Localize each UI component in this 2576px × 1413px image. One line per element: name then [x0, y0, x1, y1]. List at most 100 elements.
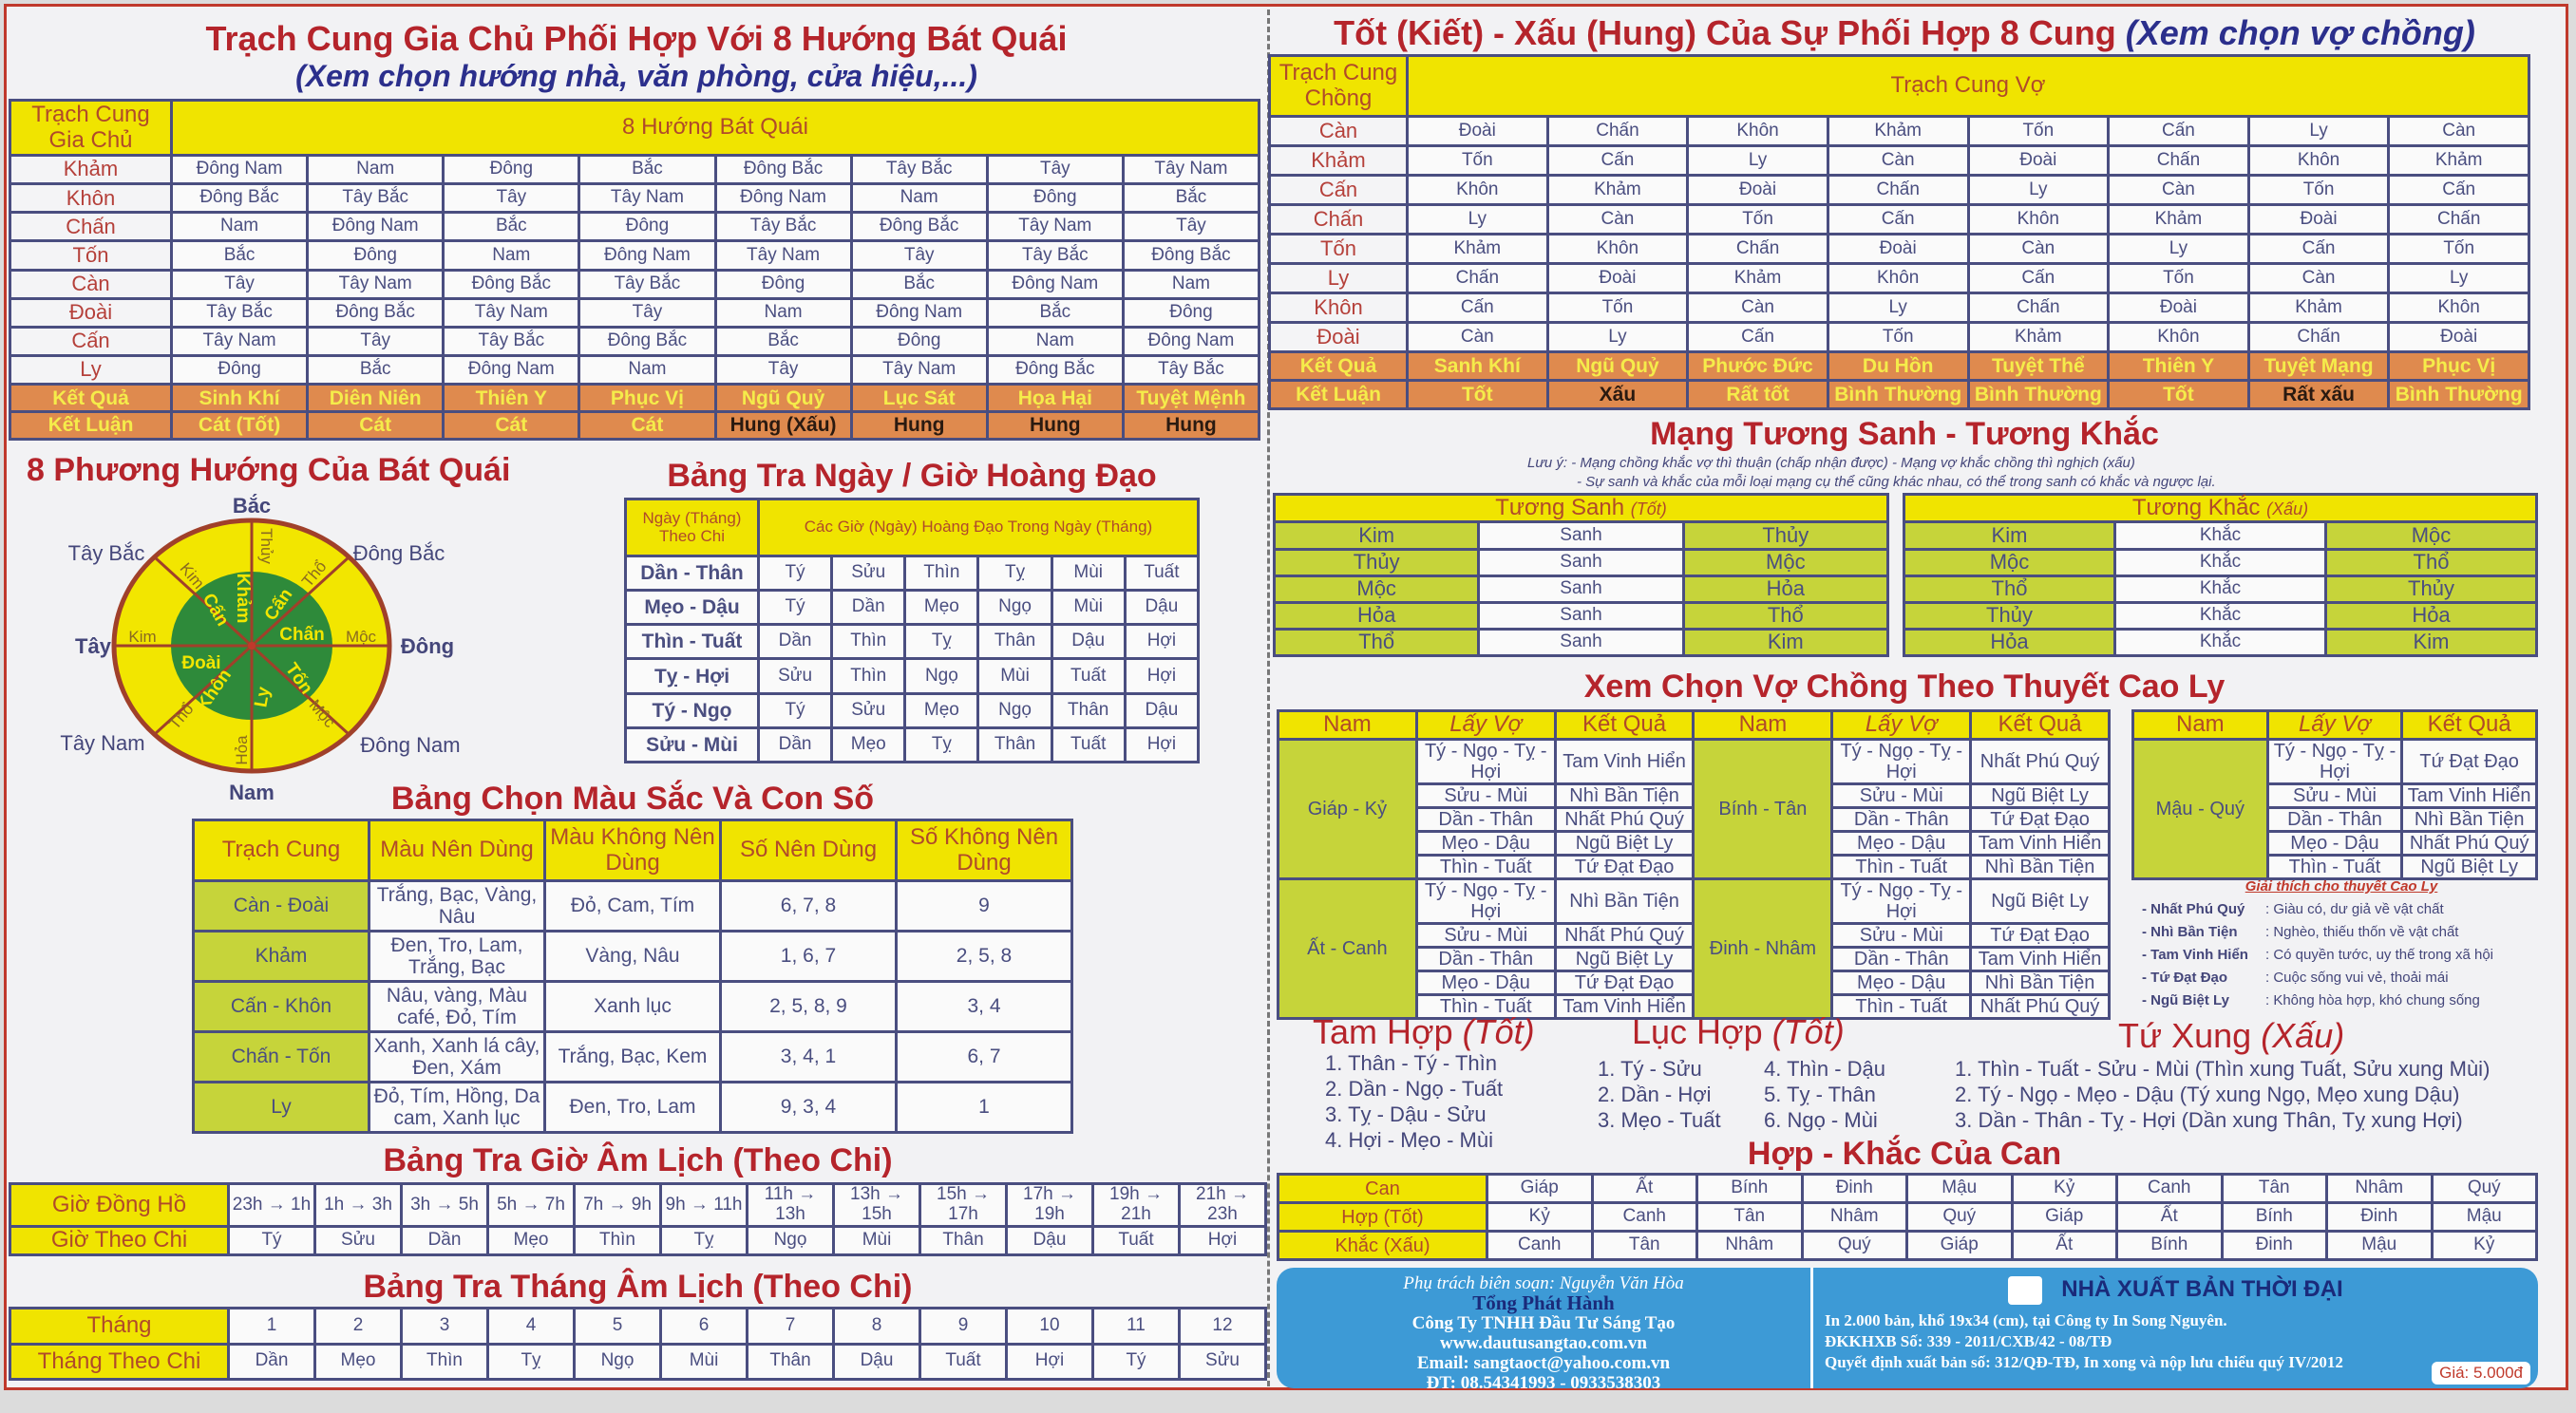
table-cell: Tây	[578, 296, 717, 329]
table-row: Tốn Bắc Đông Nam Đông Nam Tây Nam Tây Tây Bắc Đô…	[9, 239, 1261, 272]
table-cell: Bắc	[169, 239, 310, 272]
table-cell: Tây	[442, 182, 581, 215]
table-cell: Khôn	[2246, 144, 2391, 178]
table-cell: Tây	[985, 153, 1125, 186]
row-label: Kim	[1903, 520, 2116, 551]
table-cell: Nam	[985, 325, 1125, 357]
table-cell: Sanh	[1477, 574, 1685, 604]
table-row: Sửu - Mùi Nhì Bần Tiện Sửu - Mùi Ngũ Biệt L…	[1279, 782, 2111, 809]
table-cell: Hợi	[1123, 623, 1201, 661]
table-cell: Khảm	[2246, 292, 2391, 325]
table-cell: Sửu	[830, 554, 907, 593]
thang-am-lich-title: Bảng Tra Tháng Âm Lịch (Theo Chi)	[363, 1269, 913, 1305]
table-cell: Đỏ, Cam, Tím	[543, 879, 722, 933]
header-lay-vo: Lấy Vợ	[2265, 709, 2404, 741]
trigram-west: Đoài	[181, 653, 220, 673]
explanation-term: - Nhất Phú Quý	[2142, 901, 2245, 917]
element-east: Mộc	[346, 628, 377, 646]
table-cell: Chấn	[1966, 292, 2111, 325]
publisher-name-row: NHÀ XUẤT BẢN THỜI ĐẠI	[1825, 1275, 2527, 1305]
table-cell: Ly	[2387, 262, 2530, 295]
table-cell: Phục Vị	[578, 383, 717, 414]
table-cell: Nam	[1121, 268, 1261, 300]
table-cell: Thìn	[830, 623, 907, 661]
lay-vo-cell: Tý - Ngọ - Tỵ - Hợi	[1414, 738, 1557, 785]
cao-ly-title: Xem Chọn Vợ Chồng Theo Thuyết Cao Ly	[1583, 669, 2226, 705]
row-label: Cấn - Khôn	[192, 980, 370, 1033]
explanation-item: - Nhất Phú Quý: Giàu có, dư giả về vật c…	[2142, 898, 2541, 921]
table-cell: Đinh	[1800, 1173, 1908, 1204]
table-cell: Nhâm	[1695, 1230, 1804, 1261]
column-header: Số Nên Dùng	[719, 819, 898, 882]
table-cell: Nâu, vàng, Màu café, Đỏ, Tím	[368, 980, 546, 1033]
row-label: Tỵ - Hợi	[624, 657, 760, 695]
table-row: Khảm Đông Nam Nam Đông Bắc Đông Bắc Tây Bắc Tây…	[9, 153, 1261, 186]
table-cell: Tuyệt Mạng	[2246, 350, 2391, 383]
list-item: 4. Thìn - Dậu	[1764, 1057, 1885, 1081]
table-cell: Thân	[976, 623, 1053, 661]
table-cell: Dậu	[1050, 623, 1127, 661]
table-cell: Bình Thường	[1966, 379, 2111, 410]
nam-group: Bính - Tân	[1692, 738, 1834, 880]
table-cell: Đông Bắc	[442, 268, 581, 300]
table-cao-ly-1: Nam Lấy Vợ Kết Quả Nam Lấy Vợ Kết Quả Giáp - K…	[1277, 709, 2111, 1020]
tam-hop-list: 1. Thân - Tý - Thìn 2. Dần - Ngọ - Tuất 3.…	[1325, 1050, 1503, 1153]
table-cell: Tây	[849, 239, 989, 272]
footer-website[interactable]: www.dautusangtao.com.vn	[1439, 1333, 1647, 1353]
luc-hop-label: Lục Hợp	[1632, 1012, 1763, 1051]
lay-vo-cell: Tý - Ngọ - Tỵ - Hợi	[2265, 738, 2404, 785]
footer-email[interactable]: Email: sangtaoct@yahoo.com.vn	[1416, 1353, 1671, 1373]
table-cell: Thân	[1050, 691, 1127, 729]
table-cell: Bắc	[985, 296, 1125, 329]
table-cell: Dậu	[1005, 1225, 1094, 1256]
table-cell: Khôn	[1406, 174, 1549, 207]
row-label: Khảm	[192, 930, 370, 983]
table-row: Thổ Sanh Kim	[1272, 627, 1890, 658]
table-hoang-dao: Ngày (Tháng) Theo Chi Các Giờ (Ngày) Hoàn…	[624, 498, 1201, 764]
table-cell: Mẹo	[313, 1342, 403, 1381]
column-header: Số Không Nên Dùng	[895, 819, 1073, 882]
row-label: Khảm	[9, 153, 173, 186]
table-cell: Thiên Y	[2107, 350, 2250, 383]
row-label: Mẹo - Dậu	[624, 589, 760, 627]
header-lay-vo: Lấy Vợ	[1414, 709, 1557, 741]
ket-qua-cell: Nhì Bần Tiện	[1553, 877, 1695, 925]
lay-vo-cell: Sửu - Mùi	[1414, 782, 1557, 809]
column-header: Màu Không Nên Dùng	[543, 819, 722, 882]
table-cell: Cấn	[1826, 203, 1970, 236]
table-row: Kim Sanh Thủy	[1272, 520, 1890, 551]
row-label: Tháng	[9, 1307, 230, 1346]
nam-group: Ất - Canh	[1277, 877, 1418, 1020]
table-row: Tý - Ngọ Tý Sửu Mẹo Ngọ Thân Dậu	[624, 691, 1201, 729]
dir-south: Nam	[229, 781, 275, 804]
table-cell: Quý	[1800, 1230, 1908, 1261]
table-cell: Khắc	[2113, 520, 2327, 551]
lay-vo-cell: Tý - Ngọ - Tỵ - Hợi	[1830, 877, 1973, 925]
table-cell: Phước Đức	[1686, 350, 1829, 383]
table-cell: Tuyệt Mệnh	[1121, 383, 1261, 414]
lay-vo-cell: Sửu - Mùi	[1414, 922, 1557, 949]
table-cell: Tuất	[1123, 554, 1201, 593]
table-cell: Đoài	[2246, 203, 2391, 236]
table-cell: Bắc	[578, 153, 717, 186]
table-cell: Ất	[2115, 1201, 2224, 1233]
ket-qua-cell: Tam Vinh Hiển	[1553, 738, 1695, 785]
ket-qua-cell: Tam Vinh Hiển	[1969, 946, 2111, 972]
right-title-note: (Xem chọn vợ chồng)	[2125, 13, 2475, 52]
table-cell: Tốn	[2107, 262, 2250, 295]
result-row: Kết Quả Sinh Khí Diên Niên Thiên Y Phục Vị Ng…	[9, 383, 1261, 414]
table-cell: 1, 6, 7	[719, 930, 898, 983]
table-cell: Càn	[1826, 144, 1970, 178]
center-divider	[1267, 9, 1270, 1386]
explanation-text: : Không hòa hợp, khó chung sống	[2265, 992, 2480, 1008]
luc-hop-note: (Tốt)	[1771, 1012, 1845, 1051]
ket-qua-cell: Tam Vinh Hiển	[2400, 782, 2538, 809]
table-cell: Sinh Khí	[169, 383, 310, 414]
table-cell: Thổ	[2324, 547, 2538, 577]
table-cell: 5	[573, 1307, 662, 1346]
right-title: Tốt (Kiết) - Xấu (Hung) Của Sự Phối Hợp …	[1273, 15, 2536, 51]
table-cell: Xấu	[1545, 379, 1690, 410]
table-row: Ly Đỏ, Tím, Hồng, Da cam, Xanh lục Đen, Tr…	[192, 1081, 1073, 1134]
table-cell: Tốn	[1686, 203, 1829, 236]
table-row: Sửu - Mùi Nhất Phú Quý Sửu - Mùi Tứ Đạt Đạo	[1279, 922, 2111, 949]
